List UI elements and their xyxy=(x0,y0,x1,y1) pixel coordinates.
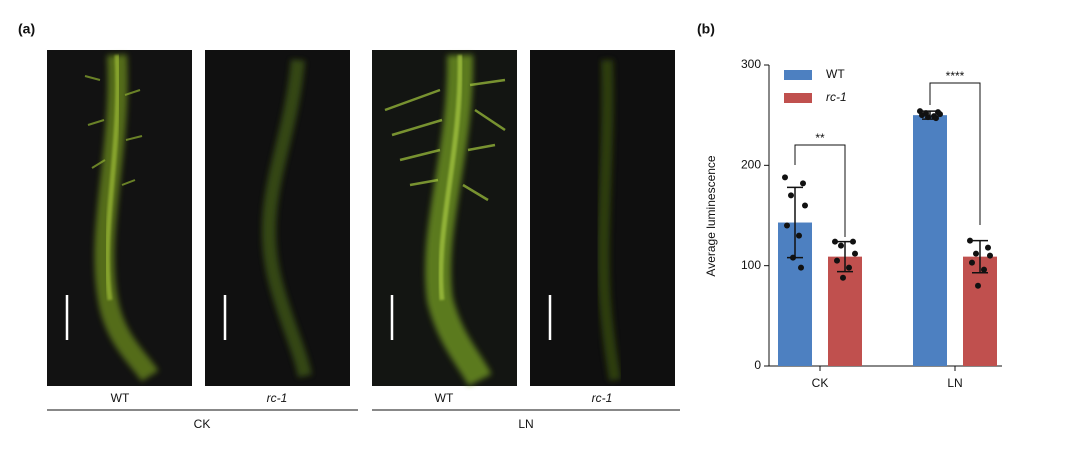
data-point xyxy=(969,259,975,266)
bar xyxy=(913,115,947,367)
legend-label: WT xyxy=(826,67,845,81)
legend-swatch xyxy=(784,70,812,80)
bar xyxy=(963,256,997,366)
legend-swatch xyxy=(784,93,812,103)
data-point xyxy=(790,254,796,261)
image-label: rc-1 xyxy=(592,391,613,405)
data-point xyxy=(919,112,925,119)
data-point xyxy=(925,114,931,121)
data-point xyxy=(937,111,943,118)
error-bar xyxy=(972,239,988,274)
data-point xyxy=(850,238,856,245)
group-label: LN xyxy=(518,417,533,431)
data-point xyxy=(846,264,852,271)
image-label: WT xyxy=(111,391,130,405)
data-point xyxy=(933,115,939,122)
data-point xyxy=(788,192,794,199)
x-tick-label: LN xyxy=(947,376,962,390)
y-axis-label: Average luminescence xyxy=(704,155,718,277)
data-point xyxy=(985,244,991,251)
data-point xyxy=(782,174,788,181)
data-point xyxy=(838,242,844,249)
data-point xyxy=(973,250,979,257)
data-point xyxy=(832,238,838,245)
data-point xyxy=(967,237,973,244)
significance-label: ** xyxy=(815,131,825,145)
y-tick-label: 200 xyxy=(741,158,761,172)
data-point xyxy=(834,257,840,264)
panel-label: (b) xyxy=(697,21,715,37)
data-point xyxy=(784,222,790,229)
data-point xyxy=(840,274,846,281)
image-panels xyxy=(47,50,675,387)
image xyxy=(205,50,350,386)
data-point xyxy=(796,232,802,239)
data-point xyxy=(852,250,858,257)
significance-label: **** xyxy=(946,69,965,83)
group-label: CK xyxy=(194,417,211,431)
significance-bracket xyxy=(929,82,981,225)
data-point xyxy=(800,180,806,187)
data-point xyxy=(975,282,981,289)
data-point xyxy=(981,266,987,273)
data-point xyxy=(987,252,993,259)
bar xyxy=(828,256,862,366)
y-tick-label: 0 xyxy=(754,358,761,372)
data-point xyxy=(802,202,808,209)
legend-label: rc-1 xyxy=(826,90,847,104)
image-label: WT xyxy=(435,391,454,405)
y-tick-label: 100 xyxy=(741,258,761,272)
panel-label: (a) xyxy=(18,21,35,37)
significance-bracket xyxy=(794,144,846,237)
x-tick-label: CK xyxy=(812,376,829,390)
image-label: rc-1 xyxy=(267,391,288,405)
data-point xyxy=(798,264,804,271)
y-tick-label: 300 xyxy=(741,57,761,71)
